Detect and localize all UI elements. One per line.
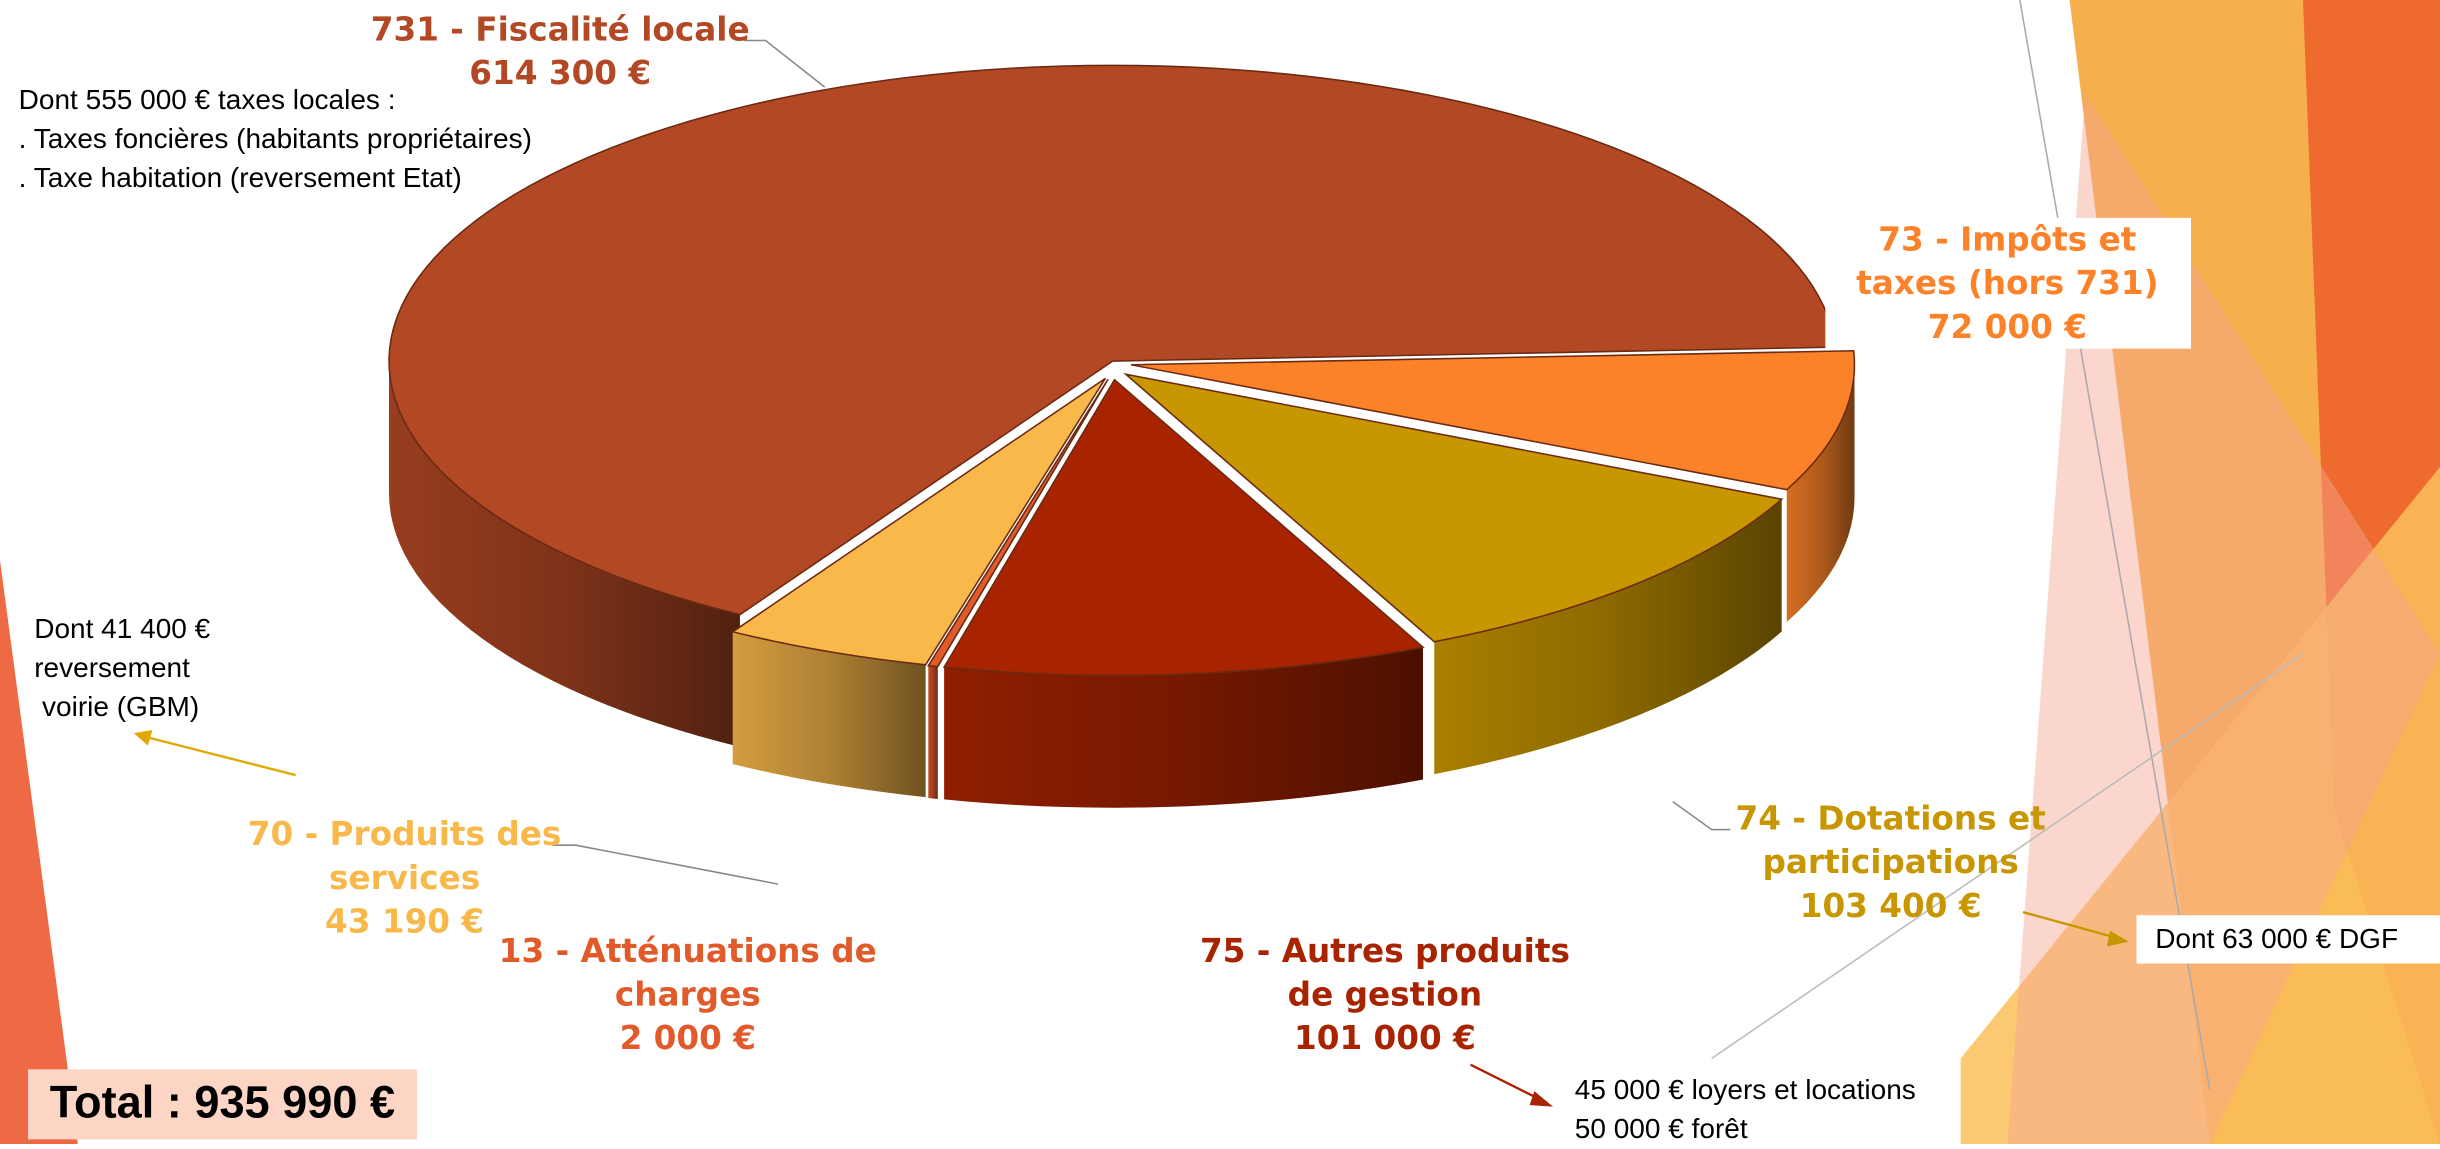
value-label: 2 000 € <box>493 1016 882 1060</box>
slice-side-shade <box>928 666 937 799</box>
slice-label: 73 - Impôts et taxes (hors 731)72 000 € <box>1825 218 2191 349</box>
total: Total : 935 990 € <box>28 1069 417 1139</box>
note-line: Dont 555 000 € taxes locales : <box>19 81 532 120</box>
note-line: Dont 41 400 € <box>34 610 210 649</box>
note-line: 50 000 € forêt <box>1575 1110 1916 1149</box>
category-name: 731 - Fiscalité locale <box>358 8 763 52</box>
slide: 731 - Fiscalité locale614 300 €73 - Impô… <box>0 0 2440 1144</box>
value-label: 101 000 € <box>1198 1016 1571 1060</box>
value-label: 43 190 € <box>241 900 568 944</box>
value-label: 72 000 € <box>1825 305 2191 349</box>
category-name: 74 - Dotations et participations <box>1723 797 2058 884</box>
note-line: 45 000 € loyers et locations <box>1575 1071 1916 1110</box>
category-name: 70 - Produits des services <box>241 812 568 899</box>
note-line: . Taxe habitation (reversement Etat) <box>19 159 532 198</box>
note-line: reversement <box>34 649 210 688</box>
pie <box>389 65 1854 807</box>
value-label: 103 400 € <box>1723 884 2058 928</box>
note: Dont 555 000 € taxes locales :. Taxes fo… <box>19 81 532 198</box>
category-name: 75 - Autres produits de gestion <box>1198 929 1571 1016</box>
category-name: 73 - Impôts et taxes (hors 731) <box>1825 218 2191 305</box>
note-line: Dont 63 000 € DGF <box>2155 920 2421 959</box>
page: {"chart_data":{"type":"pie", "categories… <box>0 0 2440 1144</box>
note: Dont 41 400 €reversement voirie (GBM) <box>34 610 210 727</box>
note-line: voirie (GBM) <box>34 688 210 727</box>
note: Dont 63 000 € DGF <box>2137 915 2440 963</box>
note-line: . Taxes foncières (habitants propriétair… <box>19 120 532 159</box>
